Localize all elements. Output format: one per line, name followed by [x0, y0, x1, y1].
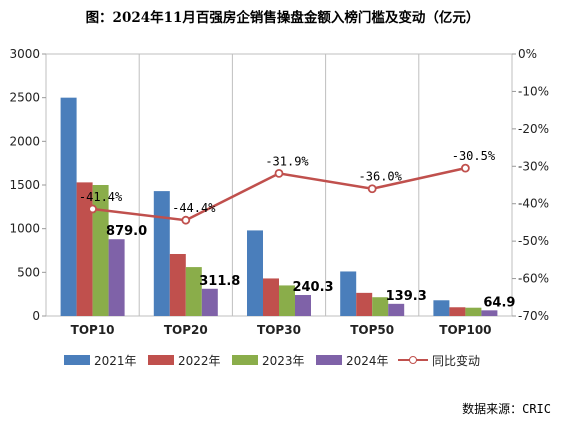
bar [169, 253, 186, 316]
y-left-tick-label: 3000 [9, 47, 40, 61]
legend-item-2022: 2022年 [148, 350, 221, 370]
bar [108, 239, 125, 316]
bar [372, 297, 389, 316]
bar-value-label: 311.8 [199, 274, 240, 289]
legend-swatch [148, 355, 174, 365]
x-category-label: TOP100 [439, 323, 491, 337]
yoy-value-label: -30.5% [452, 149, 496, 163]
bar [295, 295, 311, 316]
bar [449, 307, 466, 316]
bar [92, 185, 109, 316]
legend-line-marker [398, 355, 428, 365]
yoy-point [274, 168, 284, 178]
y-left-tick-label: 0 [32, 309, 40, 323]
chart-legend: 2021年 2022年 2023年 2024年 同比变动 [0, 350, 565, 370]
x-category-label: TOP50 [350, 323, 394, 337]
bar-value-label: 879.0 [106, 224, 147, 239]
y-left-tick-label: 1000 [9, 222, 40, 236]
y-left-tick-label: 500 [17, 265, 40, 279]
y-right-tick-label: -10% [518, 84, 549, 98]
legend-item-2024: 2024年 [316, 350, 389, 370]
legend-label: 同比变动 [432, 353, 481, 368]
bar [263, 278, 279, 316]
y-right-tick-label: -60% [518, 272, 549, 286]
bar [465, 307, 482, 316]
bar [60, 97, 77, 317]
chart-title: 图：2024年11月百强房企销售操盘金额入榜门槛及变动（亿元） [85, 10, 480, 26]
yoy-point [88, 204, 97, 214]
bar-value-label: 64.9 [483, 295, 515, 310]
y-left-tick-label: 2500 [9, 91, 40, 105]
legend-item-2021: 2021年 [64, 350, 137, 370]
yoy-value-label: -44.4% [172, 201, 216, 215]
bar [185, 267, 202, 316]
y-right-tick-label: -20% [518, 122, 549, 136]
legend-label: 2023年 [262, 353, 305, 368]
legend-label: 2022年 [178, 353, 221, 368]
bar [247, 230, 263, 316]
legend-swatch [316, 355, 342, 365]
yoy-point [460, 163, 470, 173]
legend-item-2023: 2023年 [232, 350, 305, 370]
yoy-value-label: -36.0% [359, 170, 403, 184]
bar [76, 182, 93, 316]
legend-label: 2024年 [346, 353, 389, 368]
bar [201, 288, 218, 316]
bar [153, 191, 170, 316]
y-right-tick-label: -30% [518, 159, 549, 173]
yoy-value-label: -31.9% [265, 154, 309, 168]
y-left-tick-label: 2000 [9, 134, 40, 148]
legend-swatch [232, 355, 258, 365]
bar [340, 271, 357, 316]
legend-label: 2021年 [94, 353, 137, 368]
y-right-tick-label: -40% [518, 197, 549, 211]
x-category-label: TOP30 [257, 323, 301, 337]
data-source: 数据来源：CRIC [462, 402, 551, 416]
y-left-tick-label: 1500 [9, 178, 40, 192]
yoy-point [367, 184, 377, 194]
bar-value-label: 240.3 [292, 280, 333, 295]
x-category-label: TOP20 [164, 323, 208, 337]
y-right-tick-label: -50% [518, 234, 549, 248]
bar-value-label: 139.3 [386, 289, 427, 304]
bar [356, 292, 373, 316]
y-right-tick-label: -70% [518, 309, 549, 323]
bar [388, 303, 405, 316]
yoy-value-label: -41.4% [79, 190, 123, 204]
legend-swatch [64, 355, 90, 365]
bar [279, 285, 295, 316]
bar [481, 310, 498, 316]
x-category-label: TOP10 [71, 323, 115, 337]
yoy-point [181, 215, 191, 225]
y-right-tick-label: 0% [518, 47, 537, 61]
legend-item-yoy: 同比变动 [398, 350, 480, 370]
bar [433, 300, 450, 316]
